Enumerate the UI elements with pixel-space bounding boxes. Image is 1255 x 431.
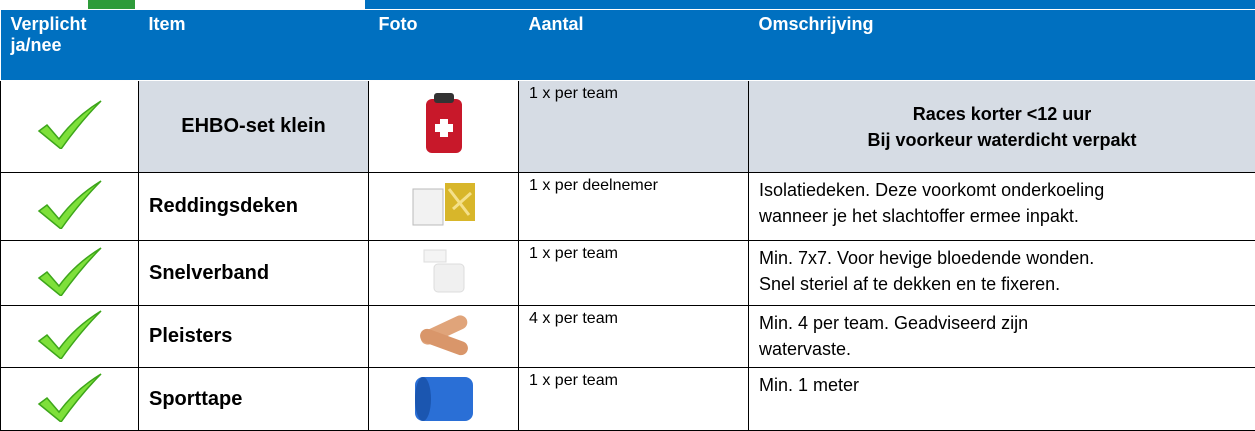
photo-sport-tape [409, 369, 479, 424]
description-line: Isolatiedeken. Deze voorkomt onderkoelin… [759, 177, 1245, 203]
photo-cell [369, 368, 519, 431]
top-tab [88, 0, 135, 9]
page: Verplicht ja/neeItemFotoAantalOmschrijvi… [0, 0, 1255, 430]
check-icon [35, 99, 105, 149]
required-cell [1, 306, 139, 368]
top-strip [365, 0, 1255, 9]
photo-cell [369, 241, 519, 306]
photo-plasters [409, 307, 479, 362]
check-icon [35, 246, 105, 296]
header-cell: Omschrijving [749, 10, 1255, 81]
quantity-cell: 1 x per team [519, 241, 749, 306]
photo-cell [369, 173, 519, 241]
required-cell [1, 173, 139, 241]
photo-rescue-blanket [409, 179, 479, 229]
description-line: Snel steriel af te dekken en te fixeren. [759, 271, 1245, 297]
quantity-cell: 1 x per deelnemer [519, 173, 749, 241]
description-line: Races korter <12 uur [759, 101, 1245, 127]
item-cell: EHBO-set klein [139, 81, 369, 173]
header-cell: Verplicht ja/nee [1, 10, 139, 81]
description-cell: Min. 7x7. Voor hevige bloedende wonden.S… [749, 241, 1255, 306]
required-cell [1, 368, 139, 431]
top-strip [0, 0, 365, 9]
description-cell: Isolatiedeken. Deze voorkomt onderkoelin… [749, 173, 1255, 241]
quantity-cell: 1 x per team [519, 81, 749, 173]
description-line: Bij voorkeur waterdicht verpakt [759, 127, 1245, 153]
photo-first-aid-kit [414, 89, 474, 159]
required-cell [1, 81, 139, 173]
quantity-cell: 4 x per team [519, 306, 749, 368]
header-cell: Aantal [519, 10, 749, 81]
item-cell: Sporttape [139, 368, 369, 431]
check-icon [35, 372, 105, 422]
description-line: Min. 7x7. Voor hevige bloedende wonden. [759, 245, 1245, 271]
header-cell: Item [139, 10, 369, 81]
header-cell: Foto [369, 10, 519, 81]
table-row: Reddingsdeken 1 x per deelnemer Isolatiede… [1, 173, 1255, 241]
photo-bandage [414, 246, 474, 296]
description-line: wanneer je het slachtoffer ermee inpakt. [759, 203, 1245, 229]
item-cell: Snelverband [139, 241, 369, 306]
photo-cell [369, 81, 519, 173]
description-line: Min. 4 per team. Geadviseerd zijn [759, 310, 1245, 336]
table-row: Sporttape 1 x per team Min. 1 meter [1, 368, 1255, 431]
item-cell: Reddingsdeken [139, 173, 369, 241]
description-cell: Min. 1 meter [749, 368, 1255, 431]
quantity-cell: 1 x per team [519, 368, 749, 431]
required-cell [1, 241, 139, 306]
description-line: Min. 1 meter [759, 372, 1245, 398]
description-line: watervaste. [759, 336, 1245, 362]
check-icon [35, 309, 105, 359]
item-cell: Pleisters [139, 306, 369, 368]
photo-cell [369, 306, 519, 368]
check-icon [35, 179, 105, 229]
